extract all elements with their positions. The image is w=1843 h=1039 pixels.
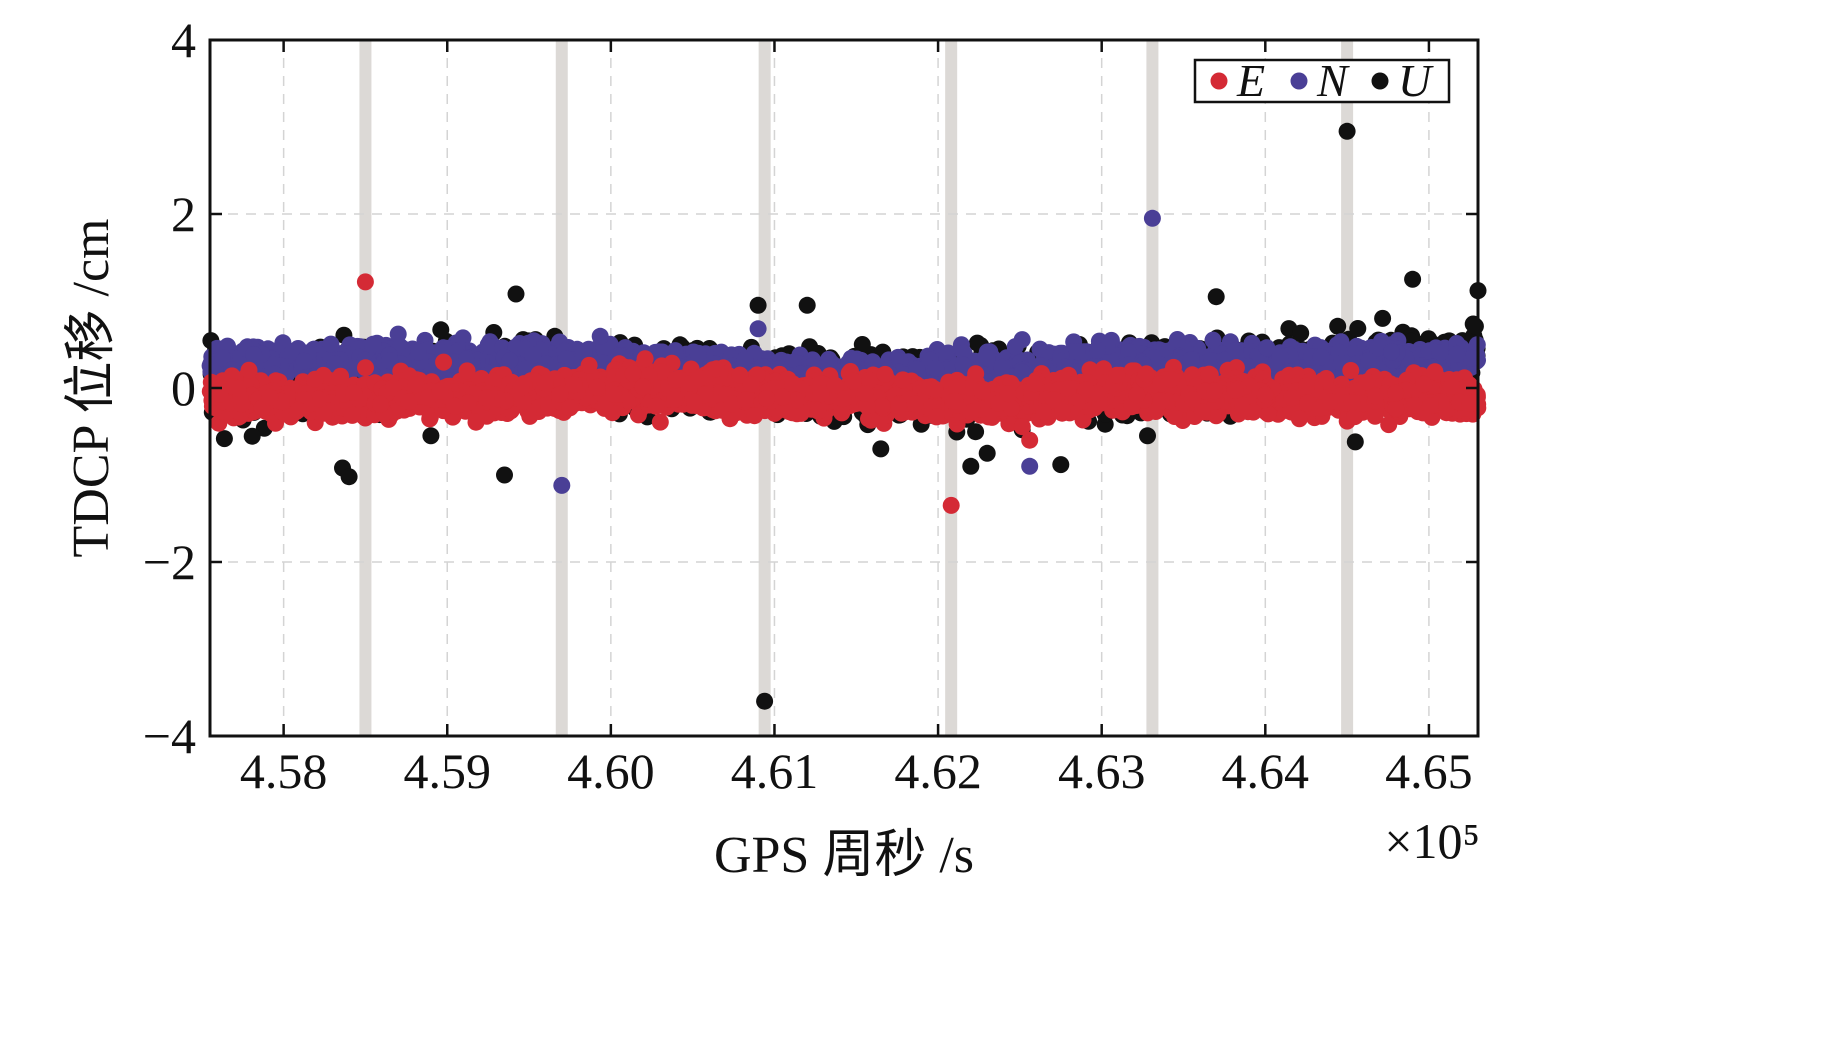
point-N bbox=[820, 353, 838, 371]
point-N bbox=[1383, 343, 1400, 361]
outlier-point-U bbox=[756, 692, 774, 710]
point-N bbox=[480, 338, 498, 356]
point-E bbox=[1342, 362, 1360, 379]
point-U bbox=[215, 430, 233, 448]
point-N bbox=[954, 356, 972, 374]
outlier-point-U bbox=[1052, 456, 1070, 474]
outlier-point-U bbox=[962, 457, 980, 475]
point-N bbox=[1168, 331, 1186, 348]
outlier-point-N bbox=[389, 325, 407, 343]
point-N bbox=[1203, 352, 1221, 370]
point-N bbox=[1120, 343, 1138, 361]
point-U bbox=[853, 336, 871, 353]
outlier-point-U bbox=[798, 296, 816, 314]
point-N bbox=[501, 352, 519, 369]
outlier-point-U bbox=[1207, 288, 1225, 306]
point-U bbox=[432, 321, 450, 339]
outlier-point-U bbox=[340, 468, 358, 486]
point-N bbox=[214, 349, 231, 367]
point-N bbox=[1013, 363, 1031, 381]
point-N bbox=[1258, 339, 1276, 357]
point-N bbox=[1226, 342, 1244, 360]
outlier-point-U bbox=[978, 444, 996, 462]
point-N bbox=[381, 352, 399, 370]
point-N bbox=[1360, 352, 1378, 370]
outlier-point-U bbox=[496, 466, 513, 484]
point-U bbox=[1292, 324, 1310, 342]
point-N bbox=[736, 351, 754, 369]
point-N bbox=[295, 352, 313, 370]
point-U bbox=[1329, 317, 1347, 335]
outlier-point-U bbox=[749, 296, 767, 314]
point-N bbox=[1182, 351, 1200, 369]
point-N bbox=[978, 349, 996, 367]
point-N bbox=[653, 343, 671, 361]
point-N bbox=[937, 346, 955, 364]
outlier-point-U bbox=[507, 285, 525, 303]
data-points bbox=[201, 122, 1487, 710]
point-N bbox=[1271, 348, 1289, 366]
point-N bbox=[524, 346, 542, 364]
point-N bbox=[245, 346, 263, 364]
point-N bbox=[1448, 345, 1466, 363]
point-N bbox=[1006, 338, 1024, 356]
point-N bbox=[1312, 348, 1330, 366]
point-U bbox=[1374, 309, 1392, 327]
point-U bbox=[1349, 320, 1367, 337]
outlier-point-U bbox=[1338, 122, 1356, 140]
series-E-points bbox=[201, 273, 1487, 514]
point-N bbox=[1089, 341, 1107, 359]
point-N bbox=[364, 335, 382, 353]
point-N bbox=[927, 359, 945, 377]
outlier-point-N bbox=[1143, 209, 1161, 227]
point-N bbox=[1368, 339, 1386, 357]
outlier-point-N bbox=[553, 476, 571, 494]
outlier-point-U bbox=[872, 440, 890, 458]
point-U bbox=[967, 423, 985, 441]
point-N bbox=[410, 343, 427, 361]
point-U bbox=[1466, 317, 1484, 335]
point-N bbox=[284, 343, 302, 361]
point-N bbox=[1431, 344, 1449, 362]
point-N bbox=[322, 335, 340, 353]
point-N bbox=[591, 327, 609, 345]
outlier-point-N bbox=[1021, 457, 1039, 475]
outlier-point-U bbox=[1404, 270, 1422, 288]
point-N bbox=[689, 346, 707, 364]
outlier-point-U bbox=[1346, 433, 1364, 451]
point-N bbox=[1068, 343, 1086, 361]
outlier-point-U bbox=[422, 427, 440, 445]
point-N bbox=[1463, 349, 1481, 367]
point-U bbox=[243, 427, 261, 445]
point-N bbox=[575, 343, 593, 361]
outlier-point-U bbox=[1139, 427, 1156, 445]
outlier-point-N bbox=[749, 320, 767, 338]
point-N bbox=[1204, 331, 1222, 349]
